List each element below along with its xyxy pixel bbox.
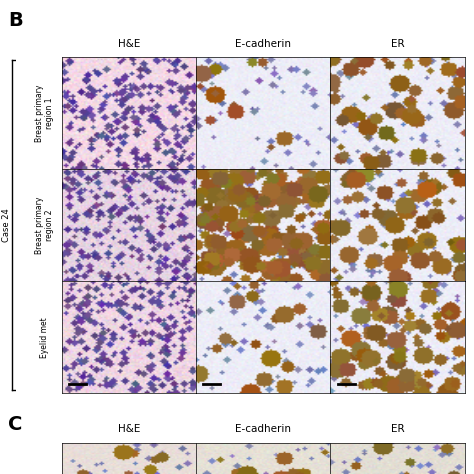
Text: ER: ER — [391, 424, 404, 434]
Text: Breast primary
region 1: Breast primary region 1 — [35, 84, 54, 142]
Text: H&E: H&E — [118, 39, 140, 49]
Text: Breast primary
region 2: Breast primary region 2 — [35, 196, 54, 254]
Text: H&E: H&E — [118, 424, 140, 434]
Text: ER: ER — [391, 39, 404, 49]
Text: E-cadherin: E-cadherin — [235, 39, 291, 49]
Text: Case 24: Case 24 — [1, 208, 10, 242]
Text: C: C — [8, 415, 22, 434]
Text: B: B — [8, 10, 23, 30]
Text: E-cadherin: E-cadherin — [235, 424, 291, 434]
Text: Eyelid met: Eyelid met — [40, 317, 49, 358]
